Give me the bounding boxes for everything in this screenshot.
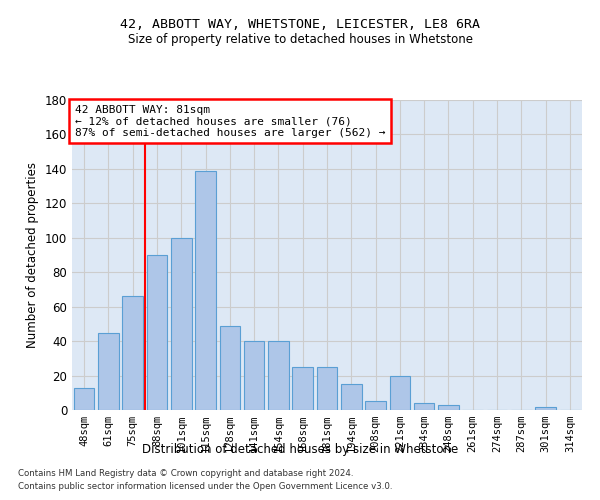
Bar bbox=[146, 255, 167, 410]
Text: Contains public sector information licensed under the Open Government Licence v3: Contains public sector information licen… bbox=[18, 482, 392, 491]
Bar bbox=[171, 238, 191, 410]
Bar bbox=[389, 376, 410, 410]
Bar bbox=[414, 403, 434, 410]
Y-axis label: Number of detached properties: Number of detached properties bbox=[26, 162, 39, 348]
Bar bbox=[438, 405, 459, 410]
Bar bbox=[220, 326, 240, 410]
Bar bbox=[244, 341, 265, 410]
Text: 42 ABBOTT WAY: 81sqm
← 12% of detached houses are smaller (76)
87% of semi-detac: 42 ABBOTT WAY: 81sqm ← 12% of detached h… bbox=[74, 104, 385, 138]
Bar bbox=[292, 367, 313, 410]
Bar bbox=[195, 170, 216, 410]
Text: Distribution of detached houses by size in Whetstone: Distribution of detached houses by size … bbox=[142, 442, 458, 456]
Bar bbox=[341, 384, 362, 410]
Bar bbox=[317, 367, 337, 410]
Text: Size of property relative to detached houses in Whetstone: Size of property relative to detached ho… bbox=[128, 32, 473, 46]
Bar bbox=[535, 406, 556, 410]
Text: Contains HM Land Registry data © Crown copyright and database right 2024.: Contains HM Land Registry data © Crown c… bbox=[18, 468, 353, 477]
Bar bbox=[122, 296, 143, 410]
Bar bbox=[365, 402, 386, 410]
Text: 42, ABBOTT WAY, WHETSTONE, LEICESTER, LE8 6RA: 42, ABBOTT WAY, WHETSTONE, LEICESTER, LE… bbox=[120, 18, 480, 30]
Bar bbox=[268, 341, 289, 410]
Bar bbox=[98, 332, 119, 410]
Bar bbox=[74, 388, 94, 410]
